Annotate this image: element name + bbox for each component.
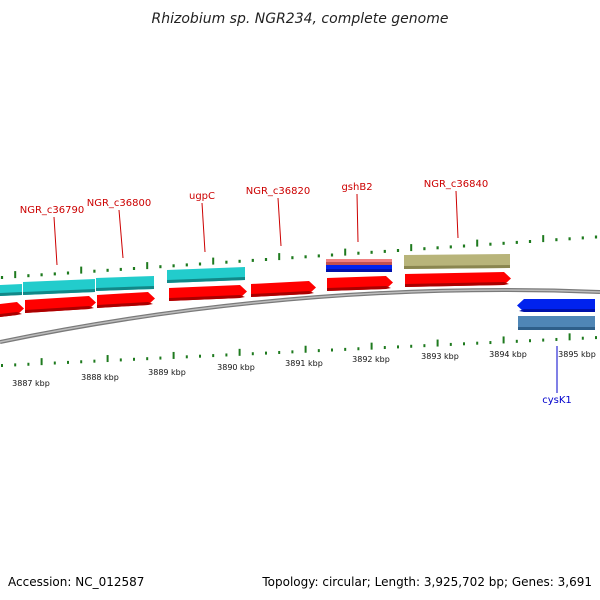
scale-label: 3887 kbp: [12, 379, 50, 388]
cds-arrow: [405, 272, 511, 287]
gene-label-cysk1: cysK1: [542, 346, 572, 406]
gene-block: [167, 267, 245, 283]
gene-leader-line: [277, 197, 282, 247]
gene-label-text: cysK1: [542, 395, 572, 406]
scale-label: 3890 kbp: [217, 363, 255, 372]
cds-arrow: [97, 292, 155, 308]
gene-leader-line: [455, 190, 459, 239]
genome-summary-text: Topology: circular; Length: 3,925,702 bp…: [261, 575, 592, 589]
scale-label: 3893 kbp: [421, 352, 459, 361]
gene-label-ngr_c36840: NGR_c36840: [424, 179, 489, 239]
cds-arrow: [327, 276, 393, 291]
cds-arrow: [0, 302, 24, 317]
gene-leader-line: [53, 216, 58, 266]
scale-labels: 3887 kbp 3888 kbp 3889 kbp 3890 kbp 3891 kbp…: [12, 350, 596, 388]
scale-label: 3889 kbp: [148, 368, 186, 377]
gene-label-text: NGR_c36790: [20, 205, 85, 216]
gene-block: [404, 254, 510, 269]
cds-arrow: [169, 285, 247, 301]
scale-label: 3888 kbp: [81, 373, 119, 382]
gene-block-reverse: [518, 316, 595, 330]
gene-label-text: gshB2: [341, 182, 372, 193]
cds-arrow-reverse: [517, 299, 595, 312]
gene-block: [326, 265, 392, 272]
gene-leader-line: [356, 193, 359, 243]
map-title: Rhizobium sp. NGR234, complete genome: [152, 11, 449, 27]
gene-block: [23, 279, 95, 295]
gene-label-text: NGR_c36840: [424, 179, 489, 190]
scale-label: 3891 kbp: [285, 359, 323, 368]
accession-text: Accession: NC_012587: [8, 575, 144, 589]
gene-label-text: ugpC: [189, 191, 215, 202]
gene-label-text: NGR_c36800: [87, 198, 152, 209]
gene-label-gshb2: gshB2: [341, 182, 373, 243]
scale-label: 3895 kbp: [558, 350, 596, 359]
gene-label-ngr_c36800: NGR_c36800: [87, 198, 152, 259]
gene-label-text: NGR_c36820: [246, 186, 311, 197]
gene-leader-line: [118, 209, 124, 259]
outer-tick-ring: [0, 235, 598, 279]
feature-tracks: [0, 254, 595, 330]
scale-label: 3894 kbp: [489, 350, 527, 359]
gene-leader-line: [201, 202, 206, 253]
gene-block: [326, 259, 392, 265]
gene-label-ngr_c36820: NGR_c36820: [246, 186, 311, 247]
gene-label-ngr_c36790: NGR_c36790: [20, 205, 85, 266]
gene-block: [96, 276, 154, 291]
genome-backbone: [0, 288, 600, 344]
scale-label: 3892 kbp: [352, 355, 390, 364]
cds-arrow: [25, 296, 96, 313]
gene-block: [0, 284, 22, 296]
gene-label-ugpc: ugpC: [189, 191, 215, 253]
cds-arrow: [251, 281, 316, 297]
inner-tick-ring: [1, 333, 597, 367]
